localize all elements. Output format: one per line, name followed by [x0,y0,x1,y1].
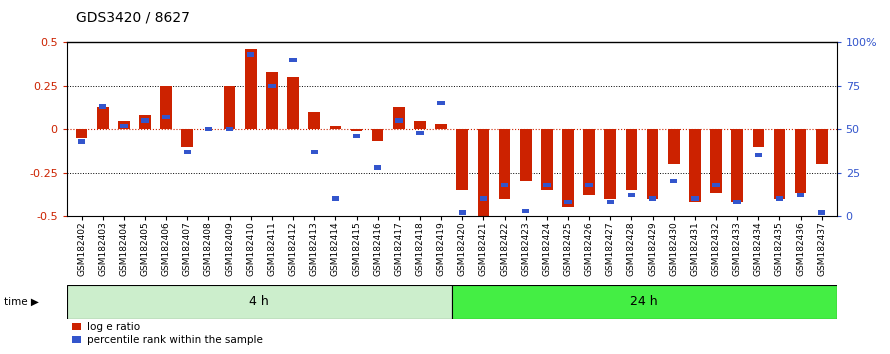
Legend: log e ratio, percentile rank within the sample: log e ratio, percentile rank within the … [72,322,263,345]
Bar [77,139,85,143]
Bar [99,104,107,109]
Bar [414,120,425,129]
Bar [395,118,402,123]
Bar [689,129,700,202]
Bar [226,127,233,131]
Bar [710,129,722,193]
Bar [562,129,574,207]
Bar [647,129,659,199]
Bar [755,153,762,158]
Text: time ▶: time ▶ [4,297,39,307]
Bar [480,196,487,201]
Bar [795,129,806,193]
Bar [374,165,381,170]
Bar [732,129,743,202]
Text: 4 h: 4 h [249,295,269,308]
Bar [67,285,451,319]
Bar [586,183,593,187]
Bar [120,124,127,128]
Text: 24 h: 24 h [630,295,658,308]
Bar [541,129,553,190]
Bar [183,150,191,154]
Bar [247,52,255,57]
Bar [205,127,212,131]
Bar [352,134,360,138]
Bar [163,115,170,119]
Bar [266,72,278,129]
Bar [287,77,299,129]
Bar [776,196,783,201]
Bar [97,107,109,129]
Bar [311,150,318,154]
Bar [457,129,468,190]
Bar [543,183,551,187]
Bar [118,120,130,129]
Bar [309,112,320,129]
Bar [649,196,656,201]
Bar [773,129,785,199]
Bar [692,196,699,201]
Bar [583,129,595,195]
Bar [393,107,405,129]
Bar [437,101,445,105]
Bar [458,210,466,215]
Bar [332,196,339,201]
Bar [268,84,276,88]
Bar [607,200,614,204]
Bar [351,129,362,131]
Bar [564,200,571,204]
Bar [668,129,680,164]
Bar [417,131,424,135]
Bar [520,129,531,181]
Bar [816,129,828,164]
Text: GDS3420 / 8627: GDS3420 / 8627 [76,11,190,25]
Bar [435,124,447,129]
Bar [818,210,826,215]
Bar [753,129,765,147]
Bar [501,183,508,187]
Bar [372,129,384,141]
Bar [329,126,341,129]
Bar [160,86,172,129]
Bar [139,115,150,129]
Bar [626,129,637,190]
Bar [245,50,256,129]
Bar [182,129,193,147]
Bar [670,179,677,183]
Bar [712,183,720,187]
Bar [627,193,635,197]
Bar [451,285,837,319]
Bar [142,118,149,123]
Bar [498,129,510,199]
Bar [797,193,805,197]
Bar [76,129,87,138]
Bar [478,129,490,216]
Bar [522,209,530,213]
Bar [223,86,236,129]
Bar [604,129,616,199]
Bar [733,200,740,204]
Bar [289,58,296,62]
